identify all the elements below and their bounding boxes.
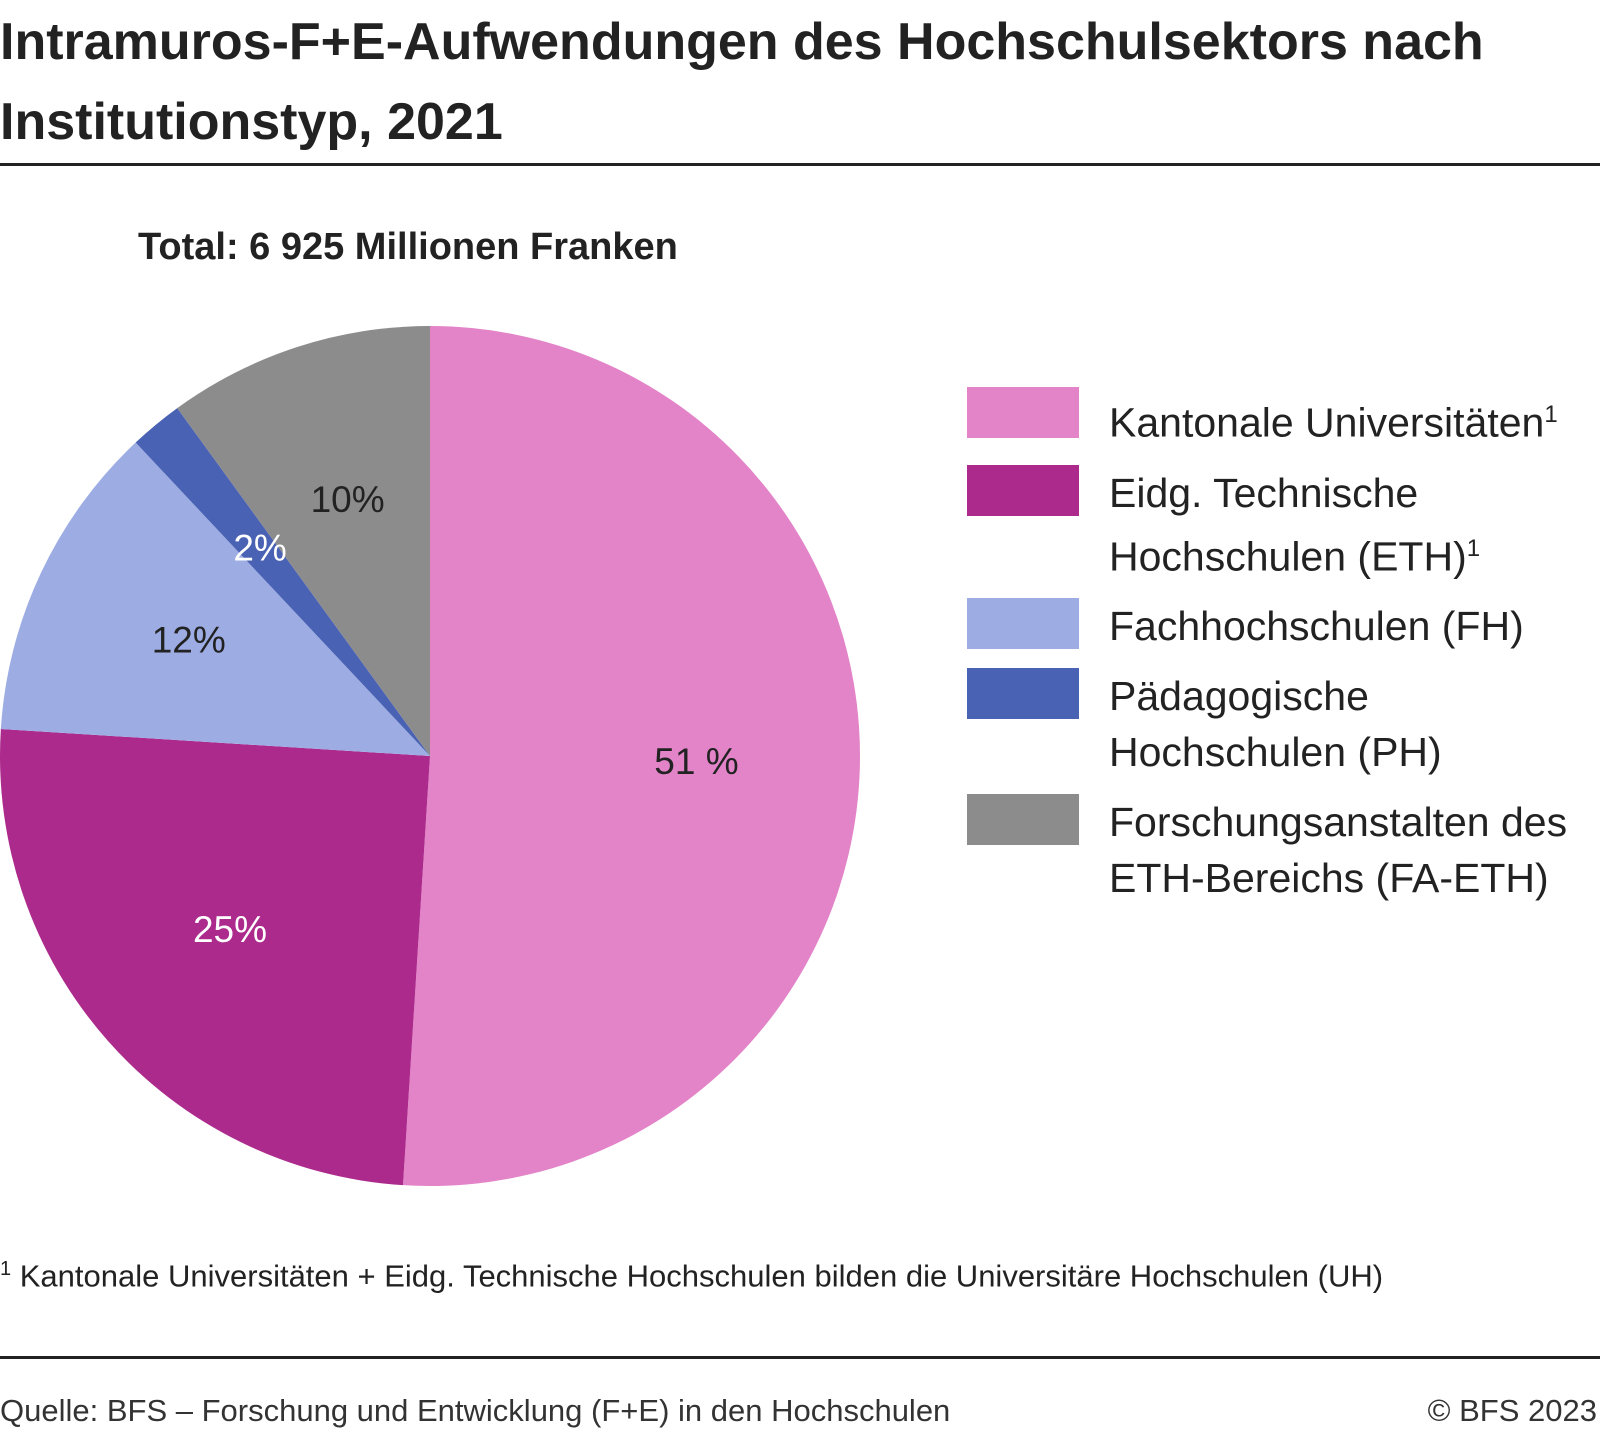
legend-item: Kantonale Universitäten1 [967,387,1599,451]
legend-text: Kantonale Universitäten [1109,399,1545,446]
footnote-ref: 1 [1544,401,1558,428]
legend-item: Eidg. Technische Hochschulen (ETH)1 [967,464,1599,585]
legend-label: Forschungsanstalten des ETH-Bereichs (FA… [1109,794,1599,906]
data-label: 10% [311,479,385,520]
legend-text: Pädagogische Hochschulen (PH) [1109,673,1442,776]
legend-item: Fachhochschulen (FH) [967,598,1599,654]
legend-swatch [967,387,1079,438]
legend-swatch [967,794,1079,846]
legend-label: Pädagogische Hochschulen (PH) [1109,668,1599,780]
legend-label: Eidg. Technische Hochschulen (ETH)1 [1109,465,1599,585]
data-label: 12% [152,619,226,660]
legend-item: Pädagogische Hochschulen (PH) [967,668,1599,780]
data-label: 51 % [654,741,738,782]
legend-text: Fachhochschulen (FH) [1109,603,1524,650]
legend-label: Kantonale Universitäten1 [1109,387,1599,451]
pie-slice [135,408,430,756]
pie: 51 % 25% 12% 2% 10% [0,326,861,1186]
pie-slice [177,326,430,756]
pie-slice [0,729,430,1186]
footnote-mark: 1 [0,1258,12,1280]
copyright: © BFS 2023 [1427,1393,1597,1428]
data-label: 2% [233,527,286,568]
legend-label: Fachhochschulen (FH) [1109,598,1599,654]
footnote-ref: 1 [1466,534,1481,562]
chart-subtitle: Total: 6 925 Millionen Franken [138,226,678,268]
legend-item: Forschungsanstalten des ETH-Bereichs (FA… [967,794,1599,906]
footnote: 1 Kantonale Universitäten + Eidg. Techni… [0,1258,1383,1294]
rule [0,163,1600,166]
legend-text: Eidg. Technische Hochschulen (ETH) [1109,469,1467,580]
legend-swatch [967,668,1079,720]
pie-slice [403,326,861,1186]
pie-slice [0,442,430,756]
chart-title: Intramuros-F+E-Aufwendungen des Hochschu… [0,13,1484,151]
legend: Kantonale Universitäten1 Eidg. Technische… [967,387,1599,906]
footnote-text: Kantonale Universitäten + Eidg. Technisc… [19,1258,1384,1294]
rule [0,1356,1600,1359]
legend-swatch [967,598,1079,650]
legend-swatch [967,464,1079,516]
data-label: 25% [193,909,267,950]
source: Quelle: BFS – Forschung und Entwicklung … [0,1393,951,1428]
legend-text: Forschungsanstalten des ETH-Bereichs (FA… [1109,799,1568,902]
